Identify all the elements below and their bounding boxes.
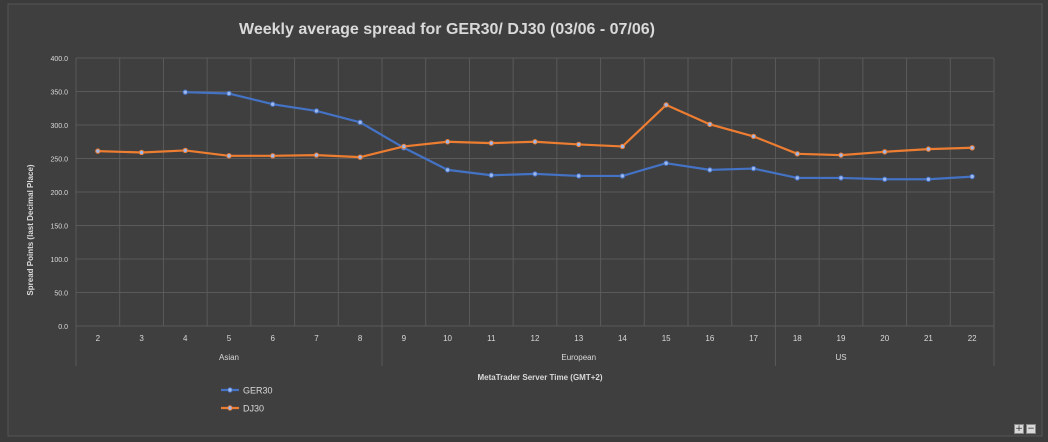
chart-area (7, 3, 1043, 437)
y-tick-label: 300.0 (50, 123, 68, 130)
legend: GER30 DJ30 (221, 386, 273, 414)
y-tick-label: 350.0 (50, 90, 68, 97)
x-axis-ticks: 2 3 4 5 6 7 8 9 10 11 12 13 14 15 16 17 18 19 20 21 22 (96, 334, 978, 343)
y-tick-label: 250.0 (50, 157, 68, 164)
session-label: Asian (219, 353, 239, 362)
x-tick-label: 8 (358, 334, 363, 343)
data-point-ger30 (707, 167, 713, 173)
data-point-dj30 (750, 133, 757, 140)
y-axis-label: Spread Points (last Decimal Place) (26, 164, 35, 295)
data-point-ger30 (663, 160, 669, 166)
chart-title: Weekly average spread for GER30/ DJ30 (0… (239, 21, 655, 38)
data-point-ger30 (882, 176, 888, 182)
zoom-controls: + − (1014, 424, 1036, 434)
x-tick-label: 4 (183, 334, 188, 343)
data-point-dj30 (226, 153, 232, 159)
legend-marker (227, 387, 233, 393)
y-axis-ticks: 0.0 50.0 100.0 150.0 200.0 250.0 300.0 350.0 400… (50, 56, 68, 331)
x-tick-label: 20 (880, 334, 889, 343)
x-tick-label: 6 (270, 334, 275, 343)
y-tick-label: 150.0 (50, 224, 68, 231)
gridlines (75, 57, 995, 366)
data-point-ger30 (313, 108, 320, 114)
x-tick-label: 12 (531, 334, 540, 343)
data-point-ger30 (270, 101, 276, 107)
x-tick-label: 19 (837, 334, 846, 343)
data-point-dj30 (444, 139, 451, 145)
data-point-dj30 (313, 152, 320, 158)
session-labels: Asian European US (219, 353, 847, 362)
session-label: European (561, 353, 596, 362)
data-point-ger30 (750, 165, 757, 172)
legend-label: GER30 (243, 386, 273, 396)
x-tick-label: 16 (705, 334, 714, 343)
x-axis-label: MetaTrader Server Time (GMT+2) (477, 373, 602, 382)
data-point-dj30 (707, 121, 713, 128)
data-point-dj30 (182, 147, 188, 154)
legend-label: DJ30 (243, 404, 264, 414)
data-point-dj30 (532, 139, 538, 145)
data-point-dj30 (138, 149, 145, 156)
y-tick-label: 50.0 (54, 291, 68, 298)
x-tick-label: 5 (227, 334, 232, 343)
data-point-dj30 (663, 102, 669, 108)
data-point-ger30 (182, 89, 188, 95)
y-tick-label: 200.0 (50, 190, 68, 197)
zoom-out-button[interactable]: − (1026, 424, 1036, 434)
data-point-ger30 (576, 173, 582, 179)
y-tick-label: 400.0 (50, 56, 68, 63)
data-point-ger30 (444, 167, 451, 173)
x-tick-label: 18 (793, 334, 802, 343)
y-tick-label: 0.0 (58, 324, 68, 331)
x-tick-label: 2 (96, 334, 101, 343)
x-tick-label: 7 (314, 334, 319, 343)
x-tick-label: 10 (443, 334, 452, 343)
data-point-ger30 (794, 175, 800, 181)
series-group (95, 89, 975, 182)
x-tick-label: 3 (139, 334, 144, 343)
data-point-ger30 (357, 119, 363, 126)
data-point-ger30 (226, 90, 232, 97)
data-point-dj30 (401, 143, 407, 150)
x-tick-label: 17 (749, 334, 758, 343)
data-point-dj30 (882, 149, 888, 155)
x-tick-label: 11 (487, 334, 496, 343)
data-point-ger30 (619, 173, 626, 179)
data-point-dj30 (969, 145, 975, 151)
zoom-in-button[interactable]: + (1014, 424, 1024, 434)
x-tick-label: 13 (574, 334, 583, 343)
data-point-dj30 (838, 152, 844, 158)
data-point-dj30 (357, 154, 363, 160)
data-point-dj30 (794, 151, 800, 157)
data-point-dj30 (576, 141, 582, 148)
x-tick-label: 21 (924, 334, 933, 343)
data-point-ger30 (532, 171, 538, 177)
y-tick-label: 100.0 (50, 257, 68, 264)
data-point-dj30 (925, 146, 932, 152)
data-point-ger30 (488, 172, 494, 178)
data-point-ger30 (838, 175, 844, 181)
x-tick-label: 9 (402, 334, 407, 343)
legend-marker (227, 405, 233, 411)
data-point-ger30 (969, 173, 975, 180)
data-point-dj30 (270, 153, 276, 159)
x-tick-label: 14 (618, 334, 627, 343)
data-point-dj30 (619, 143, 626, 150)
x-tick-label: 15 (662, 334, 671, 343)
x-tick-label: 22 (968, 334, 977, 343)
session-label: US (835, 353, 846, 362)
data-point-dj30 (488, 140, 494, 146)
data-point-dj30 (95, 148, 101, 154)
data-point-ger30 (925, 176, 932, 182)
